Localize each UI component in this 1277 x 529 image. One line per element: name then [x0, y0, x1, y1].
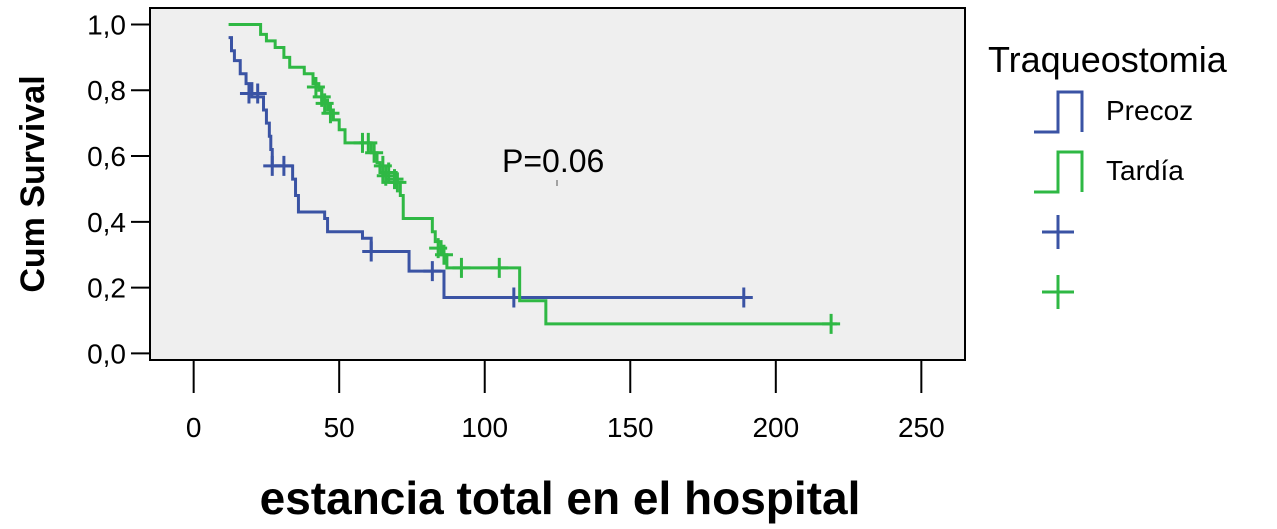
x-tick-label: 0 [186, 412, 202, 443]
legend-swatch-precoz [1034, 90, 1084, 134]
series-layer [228, 22, 841, 334]
censor-mark-tardia [365, 142, 384, 163]
x-tick-label: 250 [898, 412, 945, 443]
censor-mark-tardia [434, 244, 453, 265]
y-tick-label: 0,6 [87, 141, 126, 172]
x-tick-label: 150 [607, 412, 654, 443]
y-tick-label: 1,0 [87, 9, 126, 40]
y-tick-label: 0,2 [87, 273, 126, 304]
p-value-annotation: P=0.06 [502, 143, 604, 179]
censor-mark-precoz [423, 261, 442, 282]
censor-mark-tardia [376, 165, 395, 186]
legend: Traqueostomia Precoz Tardía [988, 39, 1228, 309]
y-axis-title: Cum Survival [14, 75, 52, 292]
censor-mark-precoz [734, 287, 753, 308]
legend-swatch-tardia [1034, 150, 1084, 194]
censor-mark-tardia [388, 172, 407, 193]
y-tick-label: 0,4 [87, 207, 126, 238]
x-axis-title: estancia total en el hospital [260, 472, 861, 524]
censor-mark-precoz [248, 83, 267, 104]
censor-mark-precoz [362, 241, 381, 262]
x-axis: 0 50 100 150 200 250 [186, 360, 945, 443]
censor-mark-tardia [490, 257, 509, 278]
x-tick-label: 200 [752, 412, 799, 443]
legend-censor-precoz [1042, 215, 1074, 249]
legend-label-precoz: Precoz [1106, 95, 1193, 126]
legend-censor-tardia [1042, 275, 1074, 309]
censor-mark-tardia [385, 169, 404, 190]
legend-label-tardia: Tardía [1106, 155, 1184, 186]
y-tick-label: 0,0 [87, 338, 126, 369]
censor-mark-tardia [321, 103, 340, 124]
censor-mark-tardia [822, 313, 841, 334]
y-axis: 0,0 0,2 0,4 0,6 0,8 1,0 [87, 9, 150, 369]
censor-mark-precoz [274, 155, 293, 176]
x-tick-label: 100 [461, 412, 508, 443]
censor-mark-tardia [452, 257, 471, 278]
legend-title: Traqueostomia [988, 39, 1228, 80]
y-tick-label: 0,8 [87, 75, 126, 106]
x-tick-label: 50 [324, 412, 355, 443]
